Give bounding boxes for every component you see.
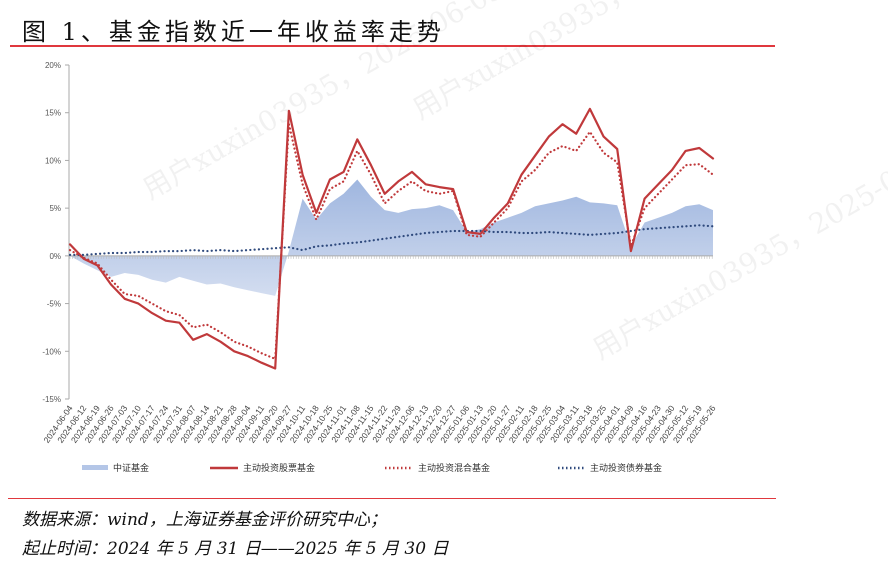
series-lines xyxy=(68,107,715,370)
y-tick-label: 5% xyxy=(49,204,61,213)
y-tick-label: 10% xyxy=(45,156,61,165)
y-tick-label: -10% xyxy=(42,347,61,356)
y-tick-label: 20% xyxy=(45,61,61,70)
watermark-layer: 用户xuxin03935，2025-06-03用户xuxin03935，2025… xyxy=(137,0,888,366)
chart-axes: 20% 15% 10% 5% 0% -5% -10% -15% xyxy=(42,61,713,404)
source-divider xyxy=(8,498,776,499)
y-tick-label: 0% xyxy=(49,252,61,261)
chart-legend: 中证基金 主动投资股票基金 主动投资混合基金 主动投资债券基金 xyxy=(82,462,662,474)
legend-label-equity: 主动投资股票基金 xyxy=(243,462,315,474)
y-tick-label: -15% xyxy=(42,395,61,404)
y-tick-label: 15% xyxy=(45,109,61,118)
legend-label-csi: 中证基金 xyxy=(113,462,149,474)
legend-label-hybrid: 主动投资混合基金 xyxy=(418,462,490,474)
data-source-note: 数据来源：wind，上海证券基金评价研究中心； xyxy=(22,510,387,530)
x-axis-labels: 2024-06-042024-06-122024-06-192024-06-26… xyxy=(42,403,718,445)
y-tick-label: -5% xyxy=(47,300,61,309)
period-note: 起止时间：2024 年 5 月 31 日——2025 年 5 月 30 日 xyxy=(22,539,449,559)
title-divider xyxy=(10,45,775,47)
bond-fund-line xyxy=(68,224,715,256)
figure-title: 图 1、基金指数近一年收益率走势 xyxy=(22,18,445,46)
legend-swatch-csi xyxy=(82,465,108,470)
line-chart: 用户xuxin03935，2025-06-03用户xuxin03935，2025… xyxy=(42,0,888,474)
legend-label-bond: 主动投资债券基金 xyxy=(590,462,662,474)
hybrid-fund-line xyxy=(68,123,715,360)
equity-fund-line xyxy=(68,107,715,370)
